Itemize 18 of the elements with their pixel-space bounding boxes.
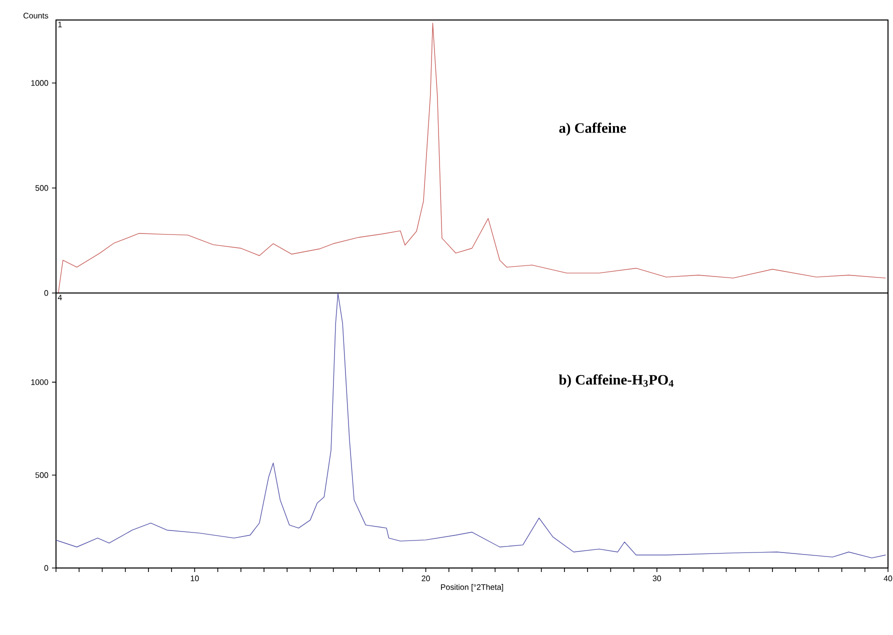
y-tick-label: 0 xyxy=(44,290,48,296)
y-tick-label: 1000 xyxy=(31,379,48,386)
x-tick-label: 40 xyxy=(884,576,892,582)
x-tick-label: 10 xyxy=(190,576,199,582)
x-tick-label: 20 xyxy=(422,576,430,582)
y-tick-label: 0 xyxy=(44,565,48,571)
y-tick-label: 500 xyxy=(35,185,48,191)
text: a) Caffeine xyxy=(559,122,626,136)
y-tick-label: 500 xyxy=(35,472,48,478)
text: b) Caffeine-H$_{3}$PO$_{4}$ xyxy=(558,374,674,388)
annotation: 4 xyxy=(58,294,62,300)
x-tick-label: 30 xyxy=(652,576,662,582)
y-axis-title: Counts xyxy=(24,12,48,18)
annotation: 1 xyxy=(58,22,62,28)
y-tick-label: 1000 xyxy=(31,80,48,86)
x-axis-title: Position [°2Theta] xyxy=(441,584,504,592)
line-series xyxy=(58,22,886,294)
line-series xyxy=(56,293,886,558)
